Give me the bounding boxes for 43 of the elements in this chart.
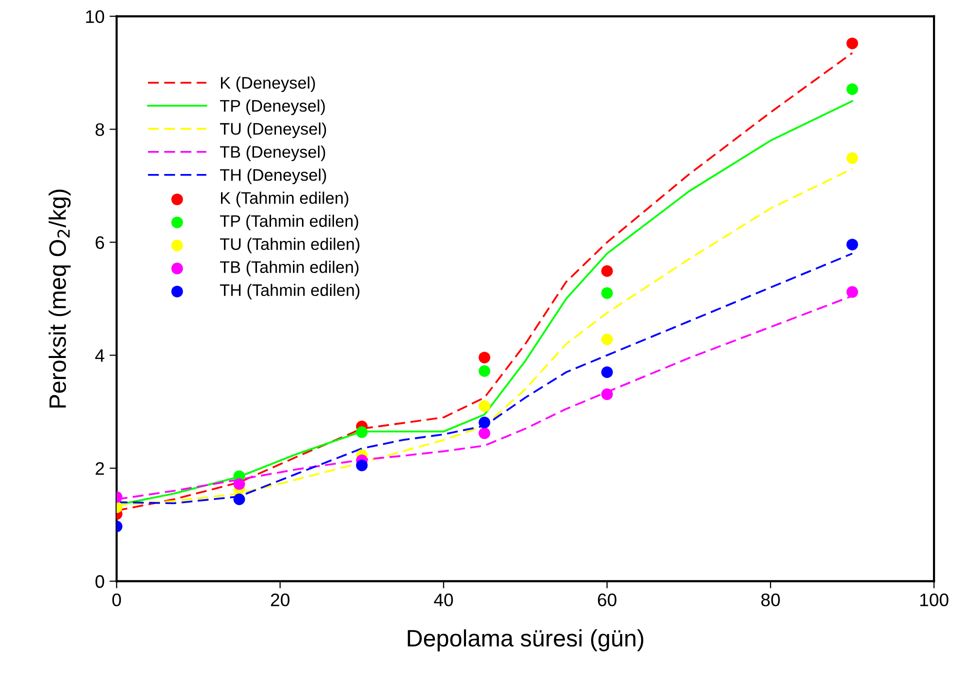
x-tick-label: 0 [112, 594, 121, 606]
y-tick-label: 6 [96, 236, 104, 249]
x-tick-label: 20 [270, 594, 290, 606]
legend-label: TH (Tahmin edilen) [220, 284, 360, 300]
legend-label: TP (Deneysel) [220, 100, 325, 116]
x-axis-title: Depolama süresi (gün) [408, 629, 644, 652]
point [601, 366, 613, 378]
y-tick-label: 0 [95, 575, 104, 588]
point [478, 400, 490, 412]
y-tick-label: 8 [96, 123, 104, 136]
point [601, 287, 613, 299]
point [601, 388, 613, 400]
legend-label: TH (Deneysel) [220, 168, 326, 184]
y-tick-label: 10 [86, 10, 104, 24]
point [846, 238, 858, 250]
point [478, 416, 490, 428]
point [601, 265, 613, 277]
x-tick-label: 80 [761, 594, 780, 606]
point [356, 426, 368, 438]
y-axis-title: Peroksit (meq O$_{2}$/kg) [48, 190, 71, 408]
point [478, 365, 490, 377]
point [846, 38, 858, 50]
legend-label: K (Tahmin edilen) [221, 192, 348, 208]
point [846, 286, 858, 298]
point [233, 478, 246, 490]
point [601, 334, 613, 346]
y-tick-label: 4 [95, 349, 104, 362]
legend-label: K (Deneysel) [221, 76, 315, 92]
point [356, 460, 368, 472]
point [233, 494, 246, 506]
y-tick-label: 2 [96, 462, 104, 475]
legend-label: TP (Tahmin edilen) [220, 214, 358, 230]
x-tick-label: 40 [434, 594, 453, 606]
point [846, 152, 858, 164]
legend-label: TU (Deneysel) [220, 122, 326, 138]
point [846, 83, 858, 95]
point [478, 427, 490, 440]
point [478, 352, 490, 364]
legend-label: TB (Tahmin edilen) [220, 260, 358, 276]
legend-label: TB (Deneysel) [220, 146, 326, 162]
x-tick-label: 100 [920, 594, 948, 606]
legend-label: TU (Tahmin edilen) [220, 238, 360, 254]
x-tick-label: 60 [598, 594, 616, 606]
